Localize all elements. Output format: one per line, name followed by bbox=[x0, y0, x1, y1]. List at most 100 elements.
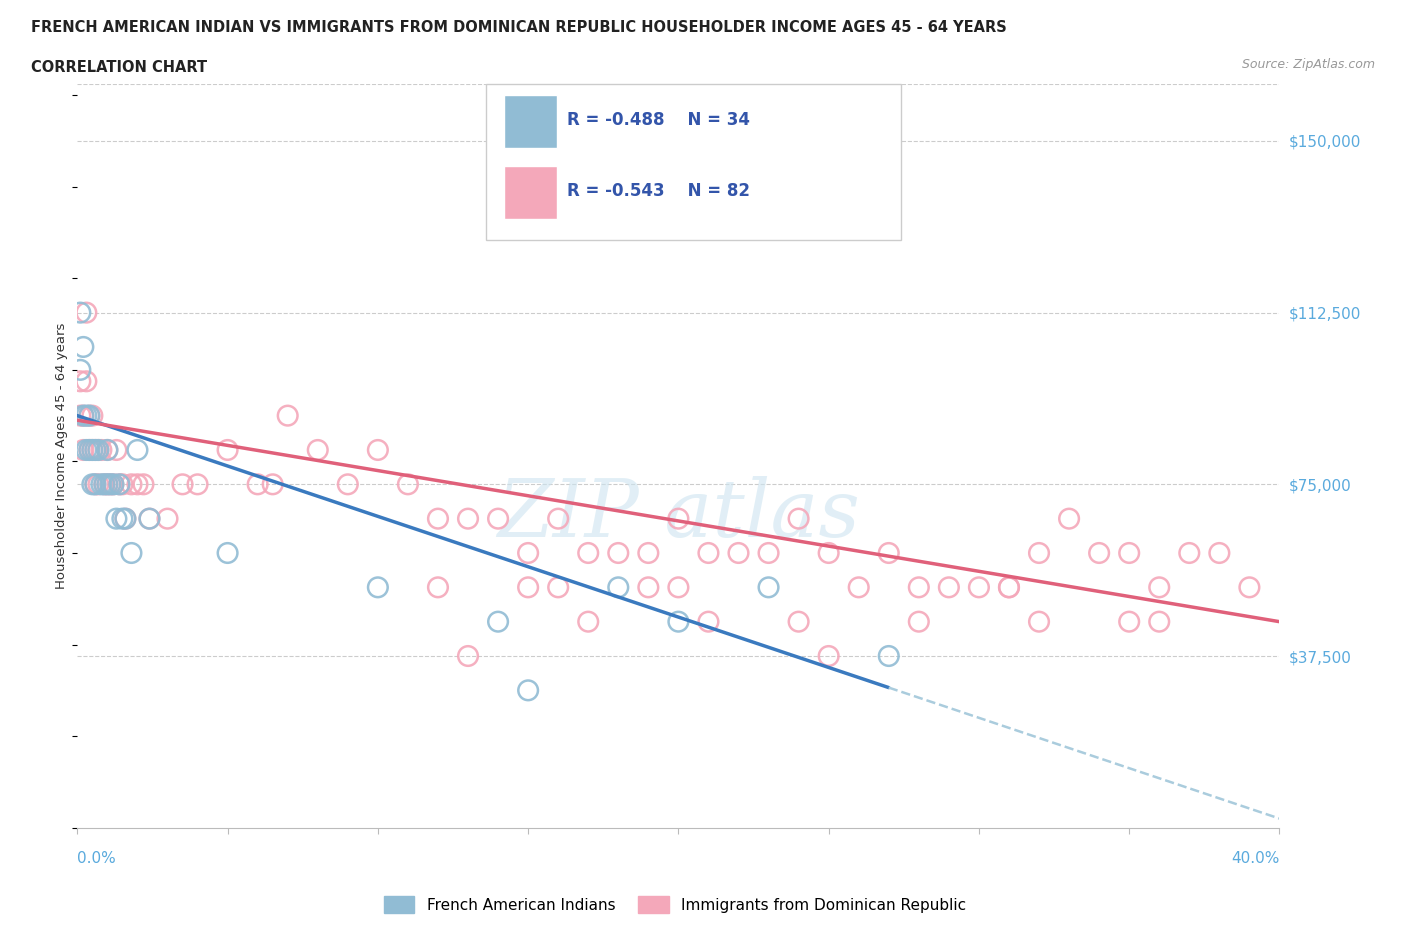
Point bbox=[156, 512, 179, 526]
Point bbox=[1149, 580, 1171, 595]
Text: 0.0%: 0.0% bbox=[77, 851, 117, 866]
Point bbox=[576, 546, 599, 561]
Point bbox=[517, 683, 540, 698]
Point bbox=[172, 477, 194, 492]
Point bbox=[111, 512, 134, 526]
Point bbox=[967, 580, 990, 595]
Point bbox=[108, 477, 131, 492]
Point bbox=[1178, 546, 1201, 561]
Point bbox=[877, 546, 900, 561]
Point bbox=[668, 512, 690, 526]
Point bbox=[93, 477, 115, 492]
Point bbox=[848, 580, 870, 595]
Point bbox=[486, 614, 509, 629]
Point bbox=[1208, 546, 1230, 561]
Point bbox=[75, 443, 97, 458]
Point bbox=[100, 477, 122, 492]
Point bbox=[79, 443, 101, 458]
Point bbox=[138, 512, 160, 526]
Point bbox=[758, 546, 780, 561]
Point bbox=[114, 512, 136, 526]
Point bbox=[96, 443, 118, 458]
Point bbox=[75, 374, 97, 389]
Point bbox=[1057, 512, 1080, 526]
Text: 40.0%: 40.0% bbox=[1232, 851, 1279, 866]
Point bbox=[217, 546, 239, 561]
Point bbox=[93, 477, 115, 492]
Point bbox=[96, 477, 118, 492]
Text: CORRELATION CHART: CORRELATION CHART bbox=[31, 60, 207, 75]
Point bbox=[69, 305, 91, 320]
Point bbox=[637, 580, 659, 595]
Point bbox=[1118, 614, 1140, 629]
Point bbox=[75, 408, 97, 423]
Point bbox=[187, 477, 209, 492]
Point bbox=[72, 339, 94, 354]
Point bbox=[1118, 546, 1140, 561]
Point bbox=[84, 443, 107, 458]
Point bbox=[998, 580, 1021, 595]
Point bbox=[697, 614, 720, 629]
Point bbox=[576, 614, 599, 629]
Point bbox=[877, 648, 900, 663]
Y-axis label: Householder Income Ages 45 - 64 years: Householder Income Ages 45 - 64 years bbox=[55, 323, 67, 589]
Point bbox=[457, 648, 479, 663]
Text: R = -0.543    N = 82: R = -0.543 N = 82 bbox=[567, 182, 749, 200]
Point bbox=[817, 648, 839, 663]
Point bbox=[79, 443, 101, 458]
Point bbox=[367, 580, 389, 595]
Point bbox=[668, 580, 690, 595]
FancyBboxPatch shape bbox=[486, 84, 901, 240]
Point bbox=[72, 408, 94, 423]
Text: Source: ZipAtlas.com: Source: ZipAtlas.com bbox=[1241, 58, 1375, 71]
Point bbox=[427, 512, 450, 526]
Point bbox=[96, 443, 118, 458]
Legend: French American Indians, Immigrants from Dominican Republic: French American Indians, Immigrants from… bbox=[378, 890, 972, 920]
Point bbox=[307, 443, 329, 458]
Point bbox=[1088, 546, 1111, 561]
Point bbox=[938, 580, 960, 595]
Text: ZIP atlas: ZIP atlas bbox=[496, 476, 860, 554]
Point bbox=[1239, 580, 1261, 595]
Point bbox=[457, 512, 479, 526]
Point bbox=[75, 305, 97, 320]
Point bbox=[90, 443, 112, 458]
FancyBboxPatch shape bbox=[505, 166, 557, 219]
Point bbox=[84, 477, 107, 492]
Point bbox=[72, 443, 94, 458]
Point bbox=[114, 512, 136, 526]
Point bbox=[105, 443, 128, 458]
Point bbox=[120, 477, 142, 492]
Point bbox=[908, 614, 931, 629]
Point bbox=[84, 477, 107, 492]
Point bbox=[246, 477, 269, 492]
Point bbox=[396, 477, 419, 492]
Point bbox=[998, 580, 1021, 595]
Point bbox=[96, 477, 118, 492]
Point bbox=[127, 477, 149, 492]
Point bbox=[111, 477, 134, 492]
Point bbox=[697, 546, 720, 561]
Point bbox=[787, 512, 810, 526]
Point bbox=[367, 443, 389, 458]
Point bbox=[277, 408, 299, 423]
Point bbox=[127, 443, 149, 458]
Point bbox=[84, 443, 107, 458]
Point bbox=[87, 443, 110, 458]
Point bbox=[105, 512, 128, 526]
Point bbox=[727, 546, 749, 561]
Point bbox=[547, 580, 569, 595]
Point bbox=[103, 477, 125, 492]
Point bbox=[517, 546, 540, 561]
Point bbox=[82, 408, 104, 423]
Point bbox=[817, 546, 839, 561]
Point bbox=[120, 546, 142, 561]
Point bbox=[908, 580, 931, 595]
Point bbox=[517, 580, 540, 595]
Point bbox=[87, 443, 110, 458]
Point bbox=[79, 408, 101, 423]
Point bbox=[262, 477, 284, 492]
Text: R = -0.488    N = 34: R = -0.488 N = 34 bbox=[567, 112, 749, 129]
FancyBboxPatch shape bbox=[505, 95, 557, 149]
Point bbox=[607, 580, 630, 595]
